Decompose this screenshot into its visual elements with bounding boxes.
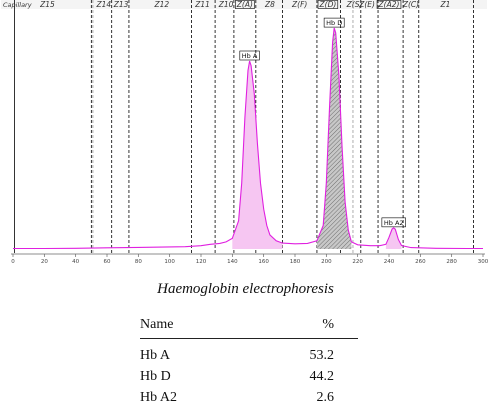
- x-tick-label: 200: [321, 259, 332, 265]
- peak-label-box: [381, 217, 406, 228]
- results-table: Name % Hb A 53.2 Hb D 44.2 Hb A2 2.6: [140, 312, 358, 408]
- zone-label: Z(E): [358, 0, 375, 9]
- x-tick-label: 180: [290, 259, 301, 265]
- zone-label: Z14: [96, 0, 112, 9]
- x-tick-label: 100: [164, 259, 175, 265]
- fraction-name: Hb A2: [140, 389, 177, 405]
- table-header-row: Name %: [140, 312, 358, 339]
- zone-label: Z8: [264, 0, 275, 9]
- fraction-name: Hb D: [140, 368, 171, 384]
- zone-label: Z15: [39, 0, 55, 9]
- zone-label-box: [317, 0, 339, 9]
- zone-label: Z1: [439, 0, 450, 9]
- x-tick-label: 120: [196, 259, 207, 265]
- x-tick-label: 140: [227, 259, 238, 265]
- x-tick-label: 60: [104, 259, 111, 265]
- column-header-name: Name: [140, 312, 235, 339]
- hb-a2-peak-area: [385, 227, 402, 249]
- x-tick-label: 80: [135, 259, 142, 265]
- hb-d-peak-area: [316, 28, 352, 249]
- zone-label-box: [376, 0, 402, 9]
- peak-labels: Hb A Hb D Hb A2: [239, 17, 406, 228]
- peak-label: Hb A: [242, 52, 258, 60]
- zone-label: Z(C): [402, 0, 419, 9]
- zone-label: Z(A): [236, 0, 253, 9]
- x-tick-label: 280: [446, 259, 457, 265]
- peak-label-box: [239, 50, 260, 61]
- zone-label: Z(S): [346, 0, 363, 9]
- x-tick-label: 220: [352, 259, 363, 265]
- zone-label: Z11: [194, 0, 210, 9]
- table-row: Hb A2 2.6: [140, 387, 358, 408]
- zone-label: Z13: [113, 0, 129, 9]
- hb-a-peak-area: [232, 61, 283, 249]
- table-row: Hb A 53.2: [140, 339, 358, 367]
- zone-label: Z(D): [319, 0, 337, 9]
- zone-labels: Z15 Z14 Z13 Z12 Z11 Z10 Z(A) Z8 Z(F) Z(D) Z(S)Z(E)…: [39, 0, 450, 9]
- x-axis: 0 20 40 60 80 100 120 140 160 180 200 220 240 260 280 3…: [11, 253, 489, 265]
- x-tick-label: 160: [258, 259, 269, 265]
- zone-label: Z12: [153, 0, 169, 9]
- fraction-percent: 2.6: [316, 389, 335, 405]
- peak-label: Hb A2: [384, 219, 404, 227]
- x-tick-label: 300: [478, 259, 489, 265]
- peak-fills: [232, 28, 402, 249]
- fraction-percent: 53.2: [309, 347, 335, 363]
- x-tick-label: 40: [72, 259, 79, 265]
- column-header-percent: %: [234, 312, 358, 339]
- x-tick-label: 240: [384, 259, 395, 265]
- zone-label: Z(A2): [378, 0, 400, 9]
- electrophoresis-chart: Capillary Z15 Z14 Z13 Z12 Z11 Z10 Z(A) Z8 Z(F) Z(…: [1, 0, 489, 265]
- fraction-name: Hb A: [140, 347, 170, 363]
- figure-caption: Haemoglobin electrophoresis: [157, 281, 334, 297]
- zone-boundaries: [14, 0, 475, 253]
- peak-label: Hb D: [326, 19, 342, 27]
- method-label: Capillary: [3, 1, 32, 9]
- zone-label: Z(F): [291, 0, 307, 9]
- zone-label-band: [1, 0, 487, 9]
- zone-label: Z10: [218, 0, 234, 9]
- x-tick-label: 0: [11, 259, 15, 265]
- fraction-percent: 44.2: [309, 368, 335, 384]
- peak-label-box: [323, 17, 345, 28]
- x-tick-label: 260: [415, 259, 426, 265]
- electropherogram-trace: [13, 27, 483, 250]
- x-tick-label: 20: [41, 259, 48, 265]
- zone-label-box: [235, 0, 255, 9]
- table-row: Hb D 44.2: [140, 366, 358, 387]
